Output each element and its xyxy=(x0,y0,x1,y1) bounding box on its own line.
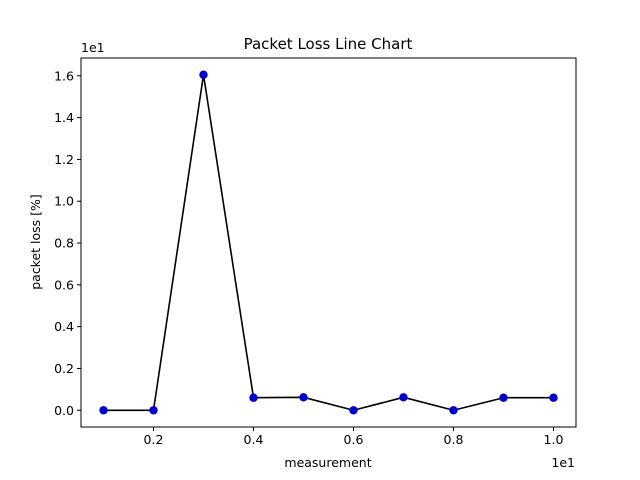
x-tick-label: 0.8 xyxy=(444,432,464,447)
y-tick-label: 1.6 xyxy=(54,68,74,83)
data-point xyxy=(449,406,458,415)
y-axis-ticks: 0.0 0.2 0.4 0.6 0.8 1.0 1.2 1.4 1.6 xyxy=(54,68,81,418)
y-tick-label: 0.2 xyxy=(54,361,74,376)
chart-title: Packet Loss Line Chart xyxy=(244,35,413,53)
data-point xyxy=(499,393,508,402)
data-point xyxy=(199,70,208,79)
data-point xyxy=(349,406,358,415)
y-tick-label: 0.6 xyxy=(54,277,74,292)
axes-frame xyxy=(80,57,577,428)
x-axis-ticks: 0.2 0.4 0.6 0.8 1.0 xyxy=(144,427,564,447)
y-tick-label: 0.0 xyxy=(54,403,74,418)
x-tick-label: 1.0 xyxy=(544,432,564,447)
x-axis-label: measurement xyxy=(284,455,371,470)
y-tick-label: 1.0 xyxy=(54,194,74,209)
series-line xyxy=(103,73,554,412)
y-tick-label: 0.4 xyxy=(54,319,74,334)
data-point xyxy=(99,406,108,415)
data-point xyxy=(299,393,308,402)
y-tick-label: 1.2 xyxy=(54,152,74,167)
y-axis-label: packet loss [%] xyxy=(28,194,43,290)
x-axis-offset-text: 1e1 xyxy=(551,455,575,470)
x-tick-label: 0.4 xyxy=(244,432,264,447)
y-tick-label: 0.8 xyxy=(54,236,74,251)
y-tick-label: 1.4 xyxy=(54,110,74,125)
y-axis-offset-text: 1e1 xyxy=(81,40,105,55)
data-point xyxy=(149,406,158,415)
data-point xyxy=(249,393,258,402)
plot-area xyxy=(99,70,558,415)
data-point xyxy=(549,393,558,402)
x-tick-label: 0.2 xyxy=(144,432,164,447)
x-tick-label: 0.6 xyxy=(344,432,364,447)
data-point xyxy=(399,393,408,402)
